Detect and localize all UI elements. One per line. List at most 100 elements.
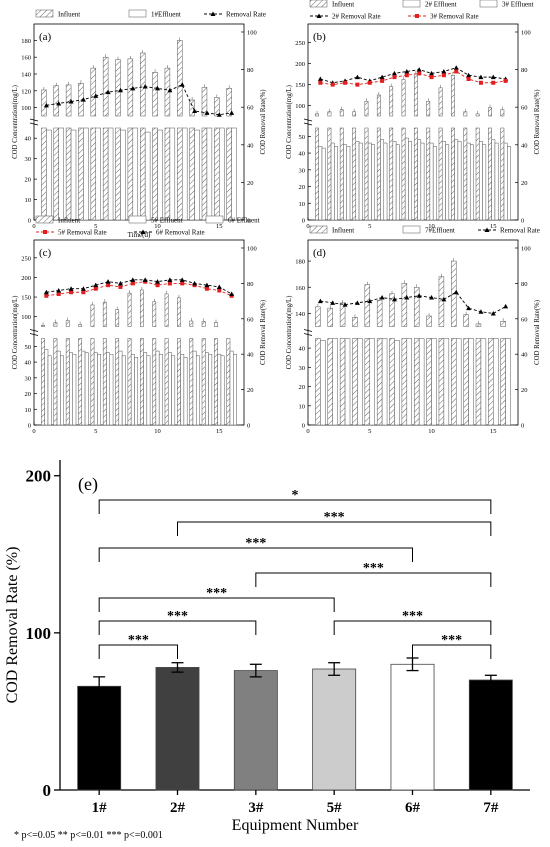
data-point [404,68,410,74]
data-point [93,93,99,98]
bar [139,289,144,327]
significance-label: *** [245,536,266,551]
bar [346,146,351,221]
y-tick-label: 0 [28,423,31,430]
bar [78,338,83,426]
data-point [117,280,123,286]
bar [482,144,487,221]
significance-bracket [412,644,492,659]
data-point [180,281,185,286]
x-tick-label: 15 [490,223,497,230]
data-point [416,67,422,72]
legend-label: Influent [58,11,80,19]
significance-label: *** [441,633,462,648]
series-line [46,281,232,297]
y-tick-label: 30 [299,365,306,372]
y-tick-label: 160 [295,285,305,292]
bar [152,338,157,426]
bar [102,127,109,221]
bar [376,300,383,327]
footnote: * p<=0.05 ** p<=0.01 *** p<=0.001 [14,830,163,841]
bar [315,113,319,117]
bar [180,353,185,426]
bar [438,127,443,221]
data-point [478,309,484,314]
x-tick-label: 10 [428,223,435,230]
bar [192,350,197,426]
bar [339,109,344,117]
data-point [503,78,508,83]
bar [143,352,148,426]
bar [480,338,487,426]
bar [189,338,194,426]
y2-tick-label: 60 [521,316,528,323]
bar [195,355,200,426]
bar [70,129,77,221]
bar [344,338,351,426]
data-point [43,102,49,108]
bar [315,338,321,426]
data-point [317,298,323,304]
bar [395,144,400,221]
bar [115,309,120,327]
bar [205,352,209,426]
bar [327,307,333,327]
bar [90,67,97,117]
data-point [56,100,62,106]
axis-break [29,122,39,126]
y-tick-label: 20 [299,184,306,191]
plot-frame [307,239,519,426]
bar [177,40,183,117]
data-point [441,296,447,302]
y-tick-label: 0 [302,218,305,225]
bar [500,127,505,221]
data-point [155,85,161,91]
significance-bracket [98,620,257,635]
significance-label: *** [324,510,345,525]
bar [167,352,172,426]
x-tick-label: 5 [94,428,97,435]
x-tick-label: 3# [248,800,264,816]
y-tick-label: 50 [25,344,32,351]
bar [177,297,181,327]
panel-a: 100 120 140 160 180 0 10 20 30 40 0 20 40 60 80 100 0 5 10… [12,9,267,239]
bar [352,317,358,327]
bar [158,353,163,426]
data-point [229,110,235,115]
x-tick-label: 5# [327,800,343,816]
bar [201,127,208,221]
legend-swatch [402,225,421,234]
bar [130,353,135,426]
series-line [320,67,506,84]
data-point [216,284,222,289]
bar [206,127,213,221]
data-point [130,85,136,91]
bar [401,79,406,117]
bar [426,101,431,117]
bar [164,127,171,221]
y-tick-label: 10 [25,197,32,204]
bar [220,355,225,426]
bar [376,338,383,426]
data-point [330,300,336,305]
data-point [429,295,435,300]
data-point [130,281,135,286]
bar [339,338,346,426]
data-point [44,293,49,298]
y-tick-label: 10 [299,201,306,208]
bar [401,127,406,221]
legend-label: Removal Rate [500,227,540,235]
significance-bracket [98,597,335,612]
x-tick-label: 1# [92,800,108,816]
bar [41,338,45,426]
legend-label: 7#Effluent [425,227,455,235]
bar [97,353,101,426]
data-point [204,282,210,288]
bar [65,338,70,426]
data-point [379,295,385,300]
bar [181,127,188,221]
y-tick-label: 10 [25,407,32,414]
data-point [416,293,422,298]
data-point [192,280,198,286]
legend-marker [484,227,490,232]
